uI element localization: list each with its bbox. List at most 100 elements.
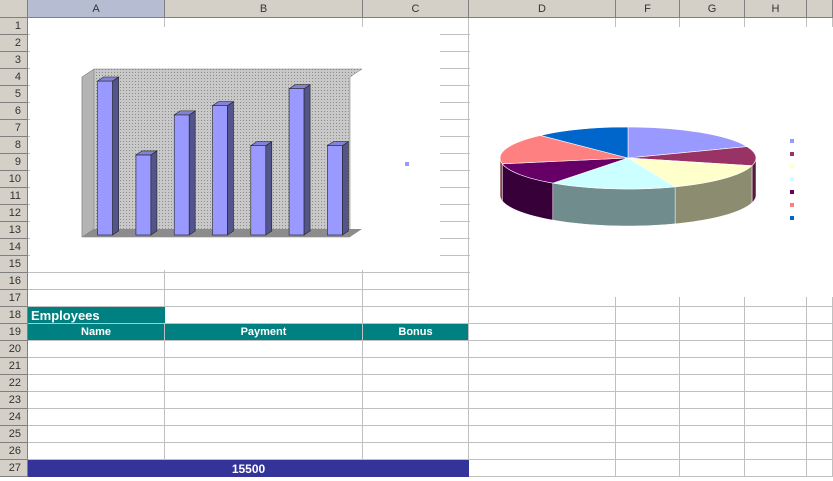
- grid-cell[interactable]: [616, 392, 680, 409]
- grid-cell[interactable]: [165, 290, 363, 307]
- row-header[interactable]: 15: [0, 256, 28, 273]
- grid-cell[interactable]: [28, 426, 165, 443]
- grid-cell[interactable]: [616, 307, 680, 324]
- grid-cell[interactable]: [616, 324, 680, 341]
- grid-cell[interactable]: [469, 324, 616, 341]
- grid-cell[interactable]: [165, 443, 363, 460]
- grid-cell[interactable]: [616, 460, 680, 477]
- row-header[interactable]: 11: [0, 188, 28, 205]
- row-header[interactable]: 16: [0, 273, 28, 290]
- grid-cell[interactable]: [745, 324, 807, 341]
- row-header[interactable]: 24: [0, 409, 28, 426]
- row-header[interactable]: 13: [0, 222, 28, 239]
- grid-cell[interactable]: [807, 460, 833, 477]
- row-header[interactable]: 10: [0, 171, 28, 188]
- grid-cell[interactable]: [165, 341, 363, 358]
- grid-cell[interactable]: [616, 375, 680, 392]
- grid-cell[interactable]: [28, 392, 165, 409]
- grid-cell[interactable]: [807, 307, 833, 324]
- grid-cell[interactable]: [363, 443, 469, 460]
- grid-cell[interactable]: [616, 358, 680, 375]
- grid-cell[interactable]: [616, 426, 680, 443]
- grid-cell[interactable]: [745, 392, 807, 409]
- row-header[interactable]: 23: [0, 392, 28, 409]
- grid-cell[interactable]: [469, 460, 616, 477]
- grid-cell[interactable]: [165, 409, 363, 426]
- row-header[interactable]: 6: [0, 103, 28, 120]
- grid-cell[interactable]: [807, 409, 833, 426]
- row-header[interactable]: 25: [0, 426, 28, 443]
- row-header[interactable]: 9: [0, 154, 28, 171]
- column-label-name[interactable]: Name: [28, 324, 165, 341]
- grid-cell[interactable]: [680, 409, 745, 426]
- grid-cell[interactable]: [616, 341, 680, 358]
- grid-cell[interactable]: [807, 426, 833, 443]
- bar-chart[interactable]: [30, 27, 440, 270]
- grid-cell[interactable]: [807, 324, 833, 341]
- grid-cell[interactable]: [363, 341, 469, 358]
- grid-cell[interactable]: [363, 358, 469, 375]
- grid-cell[interactable]: [469, 358, 616, 375]
- row-header[interactable]: 19: [0, 324, 28, 341]
- grid-cell[interactable]: [165, 392, 363, 409]
- grid-cell[interactable]: [616, 443, 680, 460]
- row-header[interactable]: 8: [0, 137, 28, 154]
- row-header[interactable]: 18: [0, 307, 28, 324]
- grid-cell[interactable]: [469, 426, 616, 443]
- grid-cell[interactable]: [807, 392, 833, 409]
- row-header[interactable]: 2: [0, 35, 28, 52]
- grid-cell[interactable]: [807, 341, 833, 358]
- grid-cell[interactable]: [680, 358, 745, 375]
- grid-cell[interactable]: [165, 307, 363, 324]
- grid-cell[interactable]: [469, 307, 616, 324]
- grid-cell[interactable]: [680, 392, 745, 409]
- column-label-payment[interactable]: Payment: [165, 324, 363, 341]
- grid-cell[interactable]: [469, 341, 616, 358]
- row-header[interactable]: 17: [0, 290, 28, 307]
- grid-cell[interactable]: [616, 409, 680, 426]
- grid-cell[interactable]: [680, 341, 745, 358]
- grid-cell[interactable]: [28, 341, 165, 358]
- grid-cell[interactable]: [807, 443, 833, 460]
- row-header[interactable]: 12: [0, 205, 28, 222]
- grid-cell[interactable]: [165, 426, 363, 443]
- row-header[interactable]: 21: [0, 358, 28, 375]
- column-header[interactable]: B: [165, 0, 363, 18]
- grid-cell[interactable]: [680, 307, 745, 324]
- row-header[interactable]: 5: [0, 86, 28, 103]
- column-header[interactable]: F: [616, 0, 680, 18]
- grid-cell[interactable]: [469, 409, 616, 426]
- grid-cell[interactable]: [469, 392, 616, 409]
- column-header[interactable]: G: [680, 0, 745, 18]
- grid-cell[interactable]: [165, 375, 363, 392]
- grid-cell[interactable]: [680, 324, 745, 341]
- grid-cell[interactable]: [363, 392, 469, 409]
- row-header[interactable]: 27: [0, 460, 28, 477]
- grid-cell[interactable]: [28, 290, 165, 307]
- column-label-bonus[interactable]: Bonus: [363, 324, 469, 341]
- grid-cell[interactable]: [745, 307, 807, 324]
- grid-cell[interactable]: [28, 273, 165, 290]
- grid-cell[interactable]: [469, 375, 616, 392]
- grid-cell[interactable]: [363, 426, 469, 443]
- column-header[interactable]: [807, 0, 833, 18]
- grid-cell[interactable]: [680, 460, 745, 477]
- grid-cell[interactable]: [363, 307, 469, 324]
- grid-cell[interactable]: [745, 460, 807, 477]
- grid-cell[interactable]: [28, 443, 165, 460]
- row-header[interactable]: 3: [0, 52, 28, 69]
- grid-cell[interactable]: [165, 358, 363, 375]
- grid-cell[interactable]: [745, 426, 807, 443]
- grid-cell[interactable]: [680, 443, 745, 460]
- grid-cell[interactable]: [28, 375, 165, 392]
- row-header[interactable]: 4: [0, 69, 28, 86]
- grid-cell[interactable]: [28, 358, 165, 375]
- grid-cell[interactable]: [745, 375, 807, 392]
- grid-cell[interactable]: [745, 341, 807, 358]
- select-all-corner[interactable]: [0, 0, 28, 18]
- grid-cell[interactable]: [807, 358, 833, 375]
- grid-cell[interactable]: [28, 409, 165, 426]
- column-header[interactable]: C: [363, 0, 469, 18]
- row-header[interactable]: 20: [0, 341, 28, 358]
